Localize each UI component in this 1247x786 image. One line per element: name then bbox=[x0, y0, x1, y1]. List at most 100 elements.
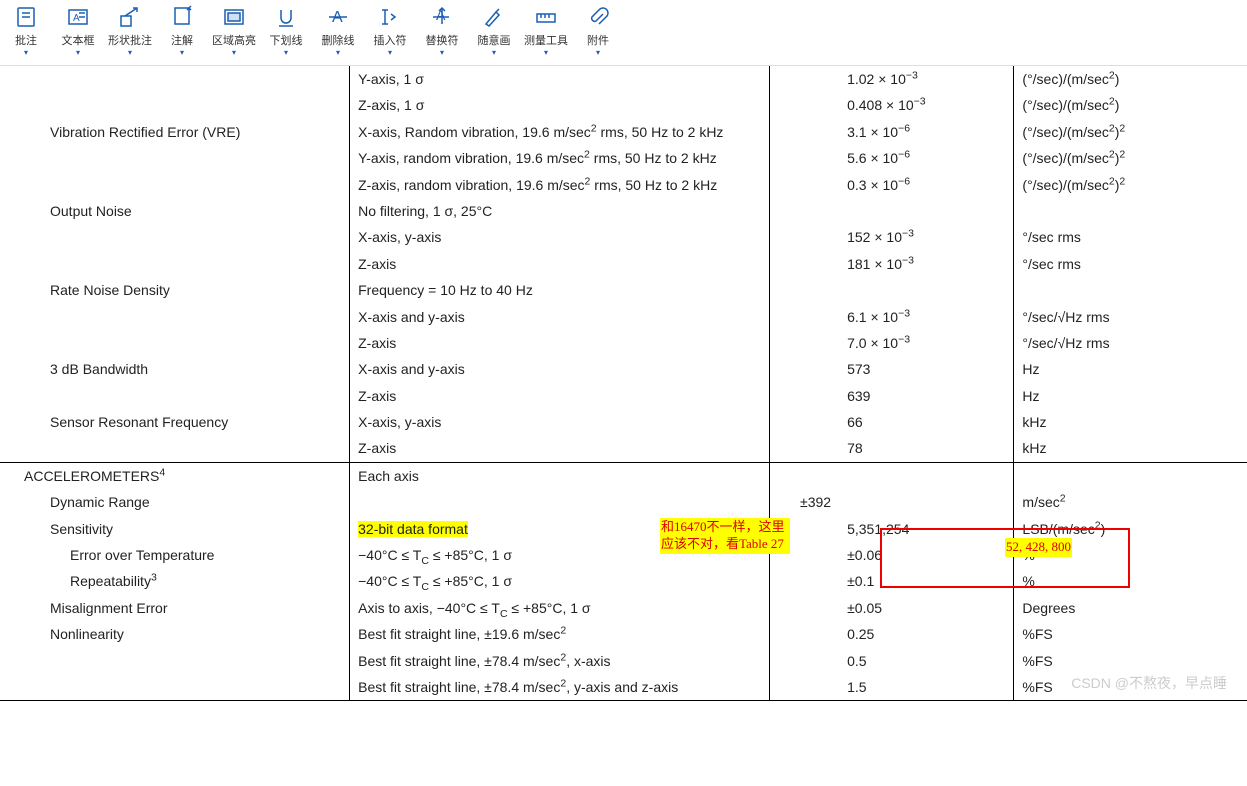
table-cell bbox=[0, 224, 350, 250]
table-row: Y-axis, 1 σ1.02 × 10−3(°/sec)/(m/sec2) bbox=[0, 66, 1247, 92]
table-cell bbox=[0, 304, 350, 330]
table-cell: ±392 bbox=[769, 489, 839, 515]
table-cell: Best fit straight line, ±19.6 m/sec2 bbox=[350, 621, 770, 647]
table-cell: 573 bbox=[839, 356, 1014, 382]
highlighted-text: 32-bit data format bbox=[358, 521, 468, 537]
table-cell: kHz bbox=[1014, 435, 1247, 462]
插入符-tool[interactable]: 插入符▾ bbox=[364, 4, 416, 57]
table-cell: °/sec rms bbox=[1014, 224, 1247, 250]
table-cell bbox=[0, 172, 350, 198]
table-row: Z-axis78kHz bbox=[0, 435, 1247, 462]
table-row: X-axis, y-axis 152 × 10−3°/sec rms bbox=[0, 224, 1247, 250]
table-cell: Repeatability3 bbox=[0, 568, 350, 594]
table-cell bbox=[769, 198, 839, 224]
table-cell bbox=[769, 621, 839, 647]
下划线-tool[interactable]: 下划线▾ bbox=[260, 4, 312, 57]
table-cell: kHz bbox=[1014, 409, 1247, 435]
table-row: Z-axis, random vibration, 19.6 m/sec2 rm… bbox=[0, 172, 1247, 198]
table-cell bbox=[769, 119, 839, 145]
table-cell: m/sec2 bbox=[1014, 489, 1247, 515]
注解-tool[interactable]: 注解▾ bbox=[156, 4, 208, 57]
table-cell: Z-axis, random vibration, 19.6 m/sec2 rm… bbox=[350, 172, 770, 198]
table-cell bbox=[1014, 277, 1247, 303]
table-cell: 181 × 10−3 bbox=[839, 251, 1014, 277]
table-cell: Misalignment Error bbox=[0, 595, 350, 621]
table-row: Rate Noise DensityFrequency = 10 Hz to 4… bbox=[0, 277, 1247, 303]
批注-tool[interactable]: 批注▾ bbox=[0, 4, 52, 57]
tool-label: 文本框 bbox=[62, 32, 95, 48]
table-cell: Hz bbox=[1014, 383, 1247, 409]
table-cell bbox=[769, 92, 839, 118]
随意画-icon bbox=[481, 4, 507, 30]
table-row: Best fit straight line, ±78.4 m/sec2, x-… bbox=[0, 648, 1247, 674]
tool-label: 删除线 bbox=[322, 32, 355, 48]
table-row: Z-axis7.0 × 10−3°/sec/√Hz rms bbox=[0, 330, 1247, 356]
table-row: NonlinearityBest fit straight line, ±19.… bbox=[0, 621, 1247, 647]
删除线-icon: A bbox=[325, 4, 351, 30]
table-cell: Rate Noise Density bbox=[0, 277, 350, 303]
注解-icon bbox=[169, 4, 195, 30]
删除线-tool[interactable]: A删除线▾ bbox=[312, 4, 364, 57]
svg-text:A: A bbox=[73, 13, 80, 24]
table-cell bbox=[769, 595, 839, 621]
table-cell bbox=[839, 462, 1014, 489]
table-cell: 0.5 bbox=[839, 648, 1014, 674]
测量工具-tool[interactable]: 测量工具▾ bbox=[520, 4, 572, 57]
替换符-tool[interactable]: A替换符▾ bbox=[416, 4, 468, 57]
tool-label: 区域高亮 bbox=[212, 32, 256, 48]
table-cell bbox=[0, 66, 350, 92]
table-cell bbox=[839, 277, 1014, 303]
table-row: Vibration Rectified Error (VRE)X-axis, R… bbox=[0, 119, 1247, 145]
table-cell: %FS bbox=[1014, 621, 1247, 647]
table-cell: Z-axis bbox=[350, 435, 770, 462]
table-cell: Hz bbox=[1014, 356, 1247, 382]
table-cell bbox=[1014, 198, 1247, 224]
table-row: X-axis and y-axis6.1 × 10−3°/sec/√Hz rms bbox=[0, 304, 1247, 330]
table-row: Z-axis639Hz bbox=[0, 383, 1247, 409]
区域高亮-tool[interactable]: 区域高亮▾ bbox=[208, 4, 260, 57]
table-row: Z-axis181 × 10−3°/sec rms bbox=[0, 251, 1247, 277]
tool-label: 替换符 bbox=[426, 32, 459, 48]
table-row: Output NoiseNo filtering, 1 σ, 25°C bbox=[0, 198, 1247, 224]
table-row: Sensor Resonant FrequencyX-axis, y-axis6… bbox=[0, 409, 1247, 435]
table-cell bbox=[350, 489, 770, 515]
table-cell: X-axis and y-axis bbox=[350, 356, 770, 382]
文本框-icon: A bbox=[65, 4, 91, 30]
table-cell: 6.1 × 10−3 bbox=[839, 304, 1014, 330]
插入符-icon bbox=[377, 4, 403, 30]
table-cell: No filtering, 1 σ, 25°C bbox=[350, 198, 770, 224]
形状批注-tool[interactable]: 形状批注▾ bbox=[104, 4, 156, 57]
table-cell: ACCELEROMETERS4 bbox=[0, 462, 350, 489]
table-cell bbox=[769, 66, 839, 92]
table-cell: Z-axis bbox=[350, 330, 770, 356]
table-cell: Z-axis bbox=[350, 383, 770, 409]
table-cell bbox=[769, 304, 839, 330]
随意画-tool[interactable]: 随意画▾ bbox=[468, 4, 520, 57]
文本框-tool[interactable]: A文本框▾ bbox=[52, 4, 104, 57]
table-cell bbox=[0, 145, 350, 171]
table-cell: (°/sec)/(m/sec2) bbox=[1014, 66, 1247, 92]
table-cell: (°/sec)/(m/sec2)2 bbox=[1014, 172, 1247, 198]
table-cell bbox=[769, 648, 839, 674]
table-cell: 5.6 × 10−6 bbox=[839, 145, 1014, 171]
table-cell: Frequency = 10 Hz to 40 Hz bbox=[350, 277, 770, 303]
附件-tool[interactable]: 附件▾ bbox=[572, 4, 624, 57]
user-annotation-rectangle[interactable] bbox=[880, 528, 1130, 588]
table-cell: °/sec/√Hz rms bbox=[1014, 304, 1247, 330]
table-cell: X-axis, Random vibration, 19.6 m/sec2 rm… bbox=[350, 119, 770, 145]
table-cell bbox=[769, 462, 839, 489]
table-cell: 7.0 × 10−3 bbox=[839, 330, 1014, 356]
table-cell bbox=[769, 330, 839, 356]
table-cell bbox=[839, 489, 1014, 515]
table-cell: 152 × 10−3 bbox=[839, 224, 1014, 250]
table-cell bbox=[769, 251, 839, 277]
document-content: Y-axis, 1 σ1.02 × 10−3(°/sec)/(m/sec2) Z-… bbox=[0, 66, 1247, 701]
table-cell bbox=[769, 356, 839, 382]
table-cell: Best fit straight line, ±78.4 m/sec2, x-… bbox=[350, 648, 770, 674]
table-cell bbox=[0, 648, 350, 674]
table-cell bbox=[769, 409, 839, 435]
table-cell: X-axis, y-axis bbox=[350, 224, 770, 250]
user-annotation-text[interactable]: 和16470不一样，这里应该不对，看Table 27 bbox=[660, 518, 790, 554]
table-cell: 0.3 × 10−6 bbox=[839, 172, 1014, 198]
table-cell bbox=[1014, 462, 1247, 489]
